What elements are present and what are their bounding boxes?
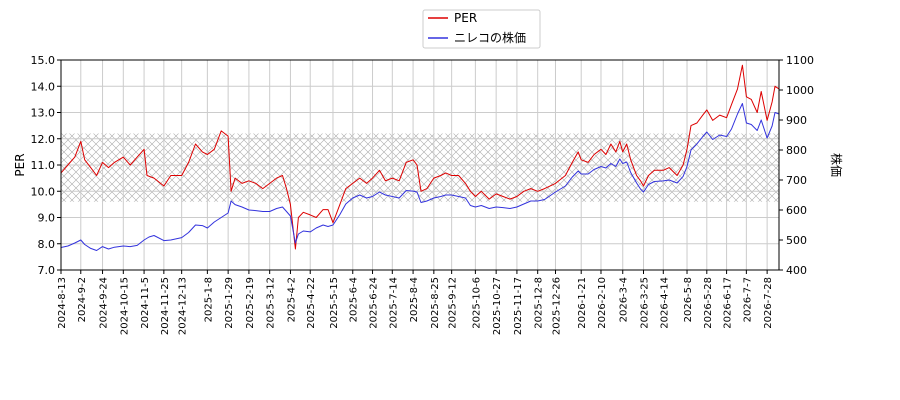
x-tick-label: 2026-7-7 <box>742 277 753 322</box>
y-tick-label-left: 15.0 <box>31 54 56 67</box>
x-tick-label: 2025-1-29 <box>224 277 235 329</box>
x-axis: 2024-8-13 2024-9-2 2024-9-24 2024-10-15 2024… <box>57 270 774 335</box>
grid-layer <box>60 59 779 271</box>
y-tick-label-right: 600 <box>786 204 807 217</box>
y-tick-label-left: 7.0 <box>38 264 56 277</box>
y-axis-title-right: 株価 <box>829 153 844 177</box>
y-tick-label-right: 800 <box>786 144 807 157</box>
y-tick-label-right: 1100 <box>786 54 814 67</box>
x-tick-label: 2026-3-4 <box>619 277 630 322</box>
x-tick-label: 2025-1-8 <box>203 277 214 322</box>
y-tick-label-left: 8.0 <box>38 238 56 251</box>
band-layer <box>61 133 779 202</box>
legend: PER ニレコの株価 <box>422 9 541 49</box>
y-tick-label-left: 9.0 <box>38 212 56 225</box>
x-tick-label: 2026-1-21 <box>577 277 588 329</box>
x-tick-label: 2025-6-4 <box>349 277 360 322</box>
x-tick-label: 2025-10-6 <box>471 277 482 329</box>
x-tick-label: 2024-9-2 <box>77 277 88 322</box>
y-tick-label-right: 900 <box>786 114 807 127</box>
x-tick-label: 2024-12-13 <box>178 277 189 335</box>
x-tick-label: 2024-10-15 <box>119 277 130 335</box>
x-tick-label: 2025-2-19 <box>245 277 256 329</box>
x-tick-label: 2025-8-25 <box>430 277 441 329</box>
x-tick-label: 2024-11-25 <box>160 277 171 335</box>
x-tick-label: 2025-8-4 <box>409 277 420 322</box>
x-tick-label: 2025-12-26 <box>551 277 562 335</box>
x-tick-label: 2026-2-10 <box>597 277 608 329</box>
x-tick-label: 2025-4-22 <box>306 277 317 329</box>
x-tick-label: 2025-11-17 <box>513 277 524 335</box>
left-axis: 7.0 8.0 9.0 10.0 11.0 12.0 13.0 14.0 15.0 <box>31 54 61 277</box>
y-tick-label-right: 700 <box>786 174 807 187</box>
legend-label-per: PER <box>454 11 477 25</box>
x-tick-label: 2024-9-24 <box>99 277 110 329</box>
x-tick-label: 2026-5-28 <box>703 277 714 329</box>
x-tick-label: 2025-10-27 <box>492 277 503 335</box>
x-tick-label: 2024-8-13 <box>57 277 68 329</box>
y-tick-label-left: 11.0 <box>31 159 56 172</box>
x-tick-label: 2026-7-28 <box>763 277 774 329</box>
series-line-stock-price <box>60 103 780 251</box>
hatched-band <box>61 133 779 202</box>
y-tick-label-right: 400 <box>786 264 807 277</box>
x-tick-label: 2025-7-14 <box>388 277 399 329</box>
y-tick-label-left: 12.0 <box>31 133 56 146</box>
series-layer <box>60 64 780 251</box>
x-tick-label: 2026-4-14 <box>659 277 670 329</box>
x-tick-label: 2025-5-15 <box>329 277 340 329</box>
x-tick-label: 2024-11-5 <box>140 277 151 329</box>
x-tick-label: 2025-3-12 <box>266 277 277 329</box>
x-tick-label: 2026-3-25 <box>640 277 651 329</box>
x-tick-label: 2025-12-8 <box>534 277 545 329</box>
legend-label-stock-price: ニレコの株価 <box>454 30 526 45</box>
y-tick-label-right: 1000 <box>786 84 814 97</box>
y-tick-label-left: 13.0 <box>31 107 56 120</box>
x-tick-label: 2026-5-8 <box>683 277 694 322</box>
series-line-per <box>60 64 780 250</box>
y-tick-label-left: 10.0 <box>31 185 56 198</box>
x-tick-label: 2026-6-17 <box>723 277 734 329</box>
y-tick-label-left: 14.0 <box>31 80 56 93</box>
x-tick-label: 2025-9-12 <box>448 277 459 329</box>
y-tick-label-right: 500 <box>786 234 807 247</box>
x-tick-label: 2025-4-2 <box>286 277 297 322</box>
right-axis: 400 500 600 700 800 900 1000 1100 <box>779 54 814 277</box>
y-axis-title-left: PER <box>13 153 27 176</box>
x-tick-label: 2025-6-24 <box>369 277 380 329</box>
legend-box <box>422 9 541 49</box>
